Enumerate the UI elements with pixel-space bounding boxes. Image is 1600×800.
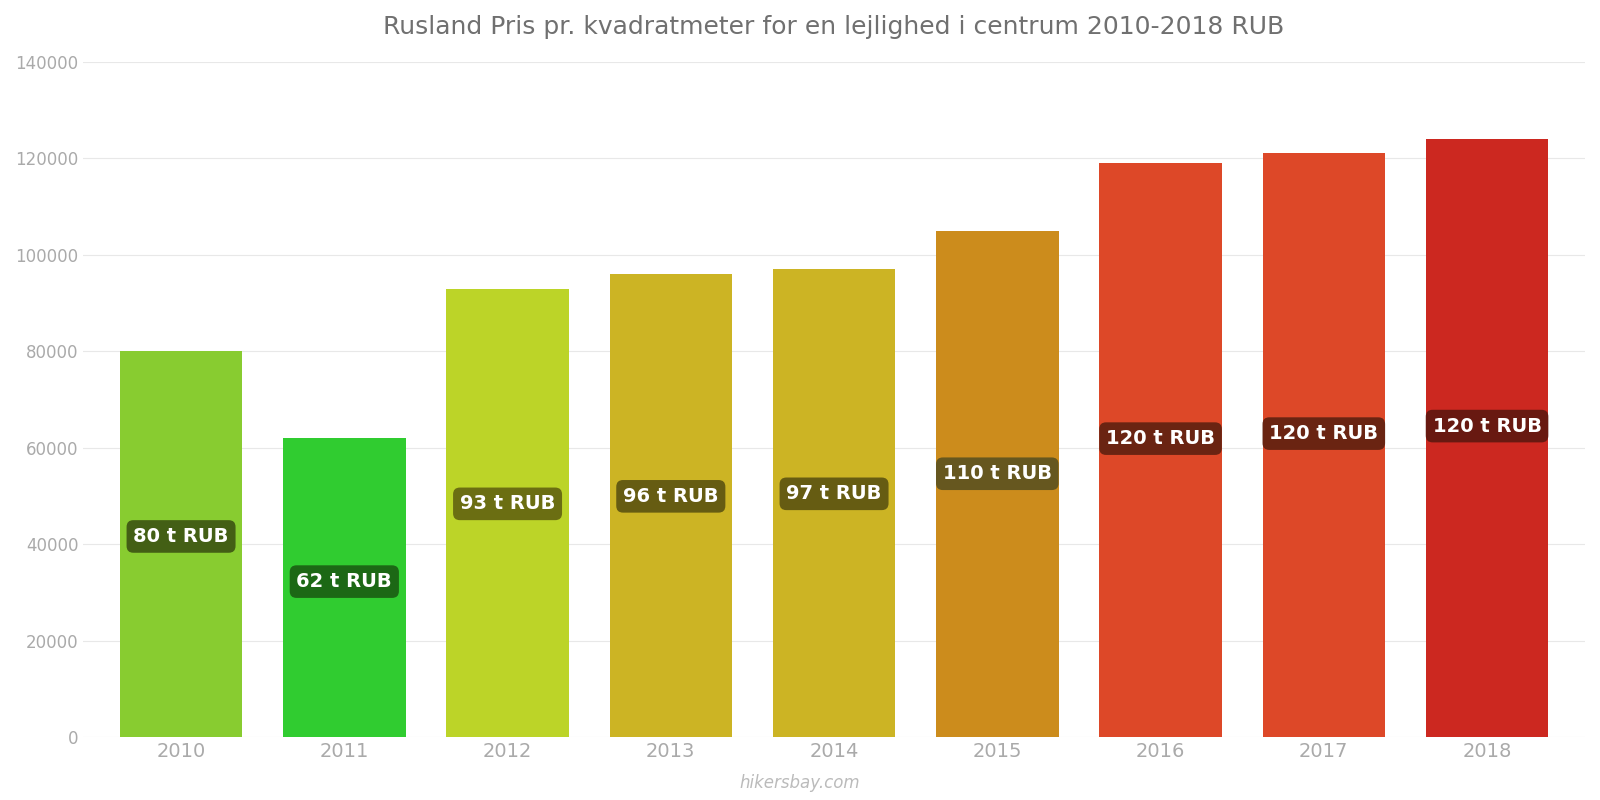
Text: 110 t RUB: 110 t RUB	[942, 464, 1051, 483]
Bar	[120, 351, 242, 737]
Text: 62 t RUB: 62 t RUB	[296, 572, 392, 591]
Bar	[1426, 139, 1549, 737]
Bar	[773, 270, 896, 737]
Text: 120 t RUB: 120 t RUB	[1432, 417, 1541, 435]
Title: Rusland Pris pr. kvadratmeter for en lejlighed i centrum 2010-2018 RUB: Rusland Pris pr. kvadratmeter for en lej…	[384, 15, 1285, 39]
Bar	[610, 274, 733, 737]
Text: 120 t RUB: 120 t RUB	[1269, 424, 1378, 443]
Text: 80 t RUB: 80 t RUB	[133, 527, 229, 546]
Text: 97 t RUB: 97 t RUB	[786, 484, 882, 503]
Text: 93 t RUB: 93 t RUB	[459, 494, 555, 514]
Text: hikersbay.com: hikersbay.com	[739, 774, 861, 792]
Bar	[446, 289, 568, 737]
Text: 120 t RUB: 120 t RUB	[1106, 429, 1214, 448]
Bar	[1262, 154, 1386, 737]
Bar	[283, 438, 405, 737]
Bar	[936, 230, 1059, 737]
Text: 96 t RUB: 96 t RUB	[622, 487, 718, 506]
Bar	[1099, 163, 1222, 737]
